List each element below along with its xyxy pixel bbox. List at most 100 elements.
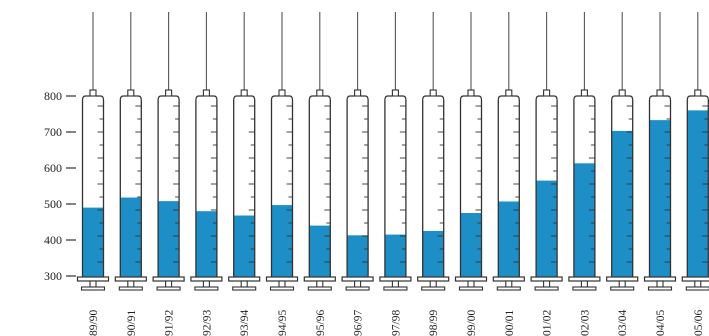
bar-value (498, 201, 520, 277)
syringe-flange (568, 276, 601, 282)
syringe-shoulder-left (611, 95, 620, 101)
syringe-plunger-rod (240, 280, 248, 288)
syringe-shoulder-right (360, 95, 369, 101)
syringe-thumb-rest (496, 286, 521, 291)
syringe-hub (127, 89, 135, 97)
x-tick-label: 97/98 (390, 310, 402, 336)
syringe-3 (190, 12, 223, 291)
syringe-shoulder-right (247, 95, 256, 101)
syringe-flange (152, 276, 185, 282)
syringe-thumb-rest (685, 286, 709, 291)
x-tick-label: 89/90 (88, 310, 100, 336)
y-tick-label-300: 300 (44, 269, 62, 283)
syringe-hub (580, 89, 588, 97)
syringe-5 (265, 12, 299, 291)
y-axis: 300 400 500 600 700 800 (44, 89, 76, 283)
syringe-shoulder-left (195, 95, 204, 101)
syringe-shoulder-left (384, 95, 393, 101)
syringe-thumb-rest (118, 286, 143, 291)
syringe-hub (543, 89, 551, 97)
syringe-shoulder-right (96, 95, 105, 101)
syringe-flange (643, 276, 677, 282)
syringe-shoulder-right (625, 95, 634, 101)
syringe-13 (568, 12, 601, 291)
syringe-shoulder-left (459, 95, 468, 101)
syringe-shoulder-left (497, 95, 506, 101)
syringe-4 (228, 12, 261, 291)
syringe-flange (265, 276, 299, 282)
x-tick-label: 03/04 (617, 310, 629, 336)
syringe-flange (492, 276, 525, 282)
syringe-barrel (119, 100, 142, 277)
syringe-shoulder-right (587, 95, 596, 101)
syringe-barrel (233, 100, 256, 277)
syringe-12 (530, 12, 563, 291)
syringe-thumb-rest (307, 286, 332, 291)
syringe-hub (316, 89, 324, 97)
y-tick-label-500: 500 (44, 197, 62, 211)
syringe-plunger-rod (467, 280, 475, 288)
syringe-plunger-rod (391, 280, 399, 288)
syringe-thumb-rest (383, 286, 408, 291)
syringe-thumb-rest (80, 286, 106, 291)
syringe-plunger-rod (429, 280, 437, 288)
syringe-barrel (573, 100, 596, 277)
syringe-barrel (686, 100, 709, 277)
bar-value (460, 213, 482, 277)
syringe-shoulder-right (474, 95, 483, 101)
syringe-plunger-rod (618, 280, 626, 288)
syringe-flange (114, 276, 147, 282)
x-tick-label: 91/92 (164, 310, 176, 336)
syringe-15 (643, 12, 677, 291)
syringe-1 (114, 12, 147, 291)
x-tick-label: 92/93 (201, 310, 213, 336)
syringe-barrel (270, 100, 294, 277)
syringe-shoulder-left (81, 95, 90, 101)
bar-value (82, 207, 104, 277)
syringe-flange (417, 276, 450, 282)
syringe-plunger-rod (278, 280, 286, 288)
x-tick-label: 93/94 (239, 310, 251, 336)
syringe-thumb-rest (194, 286, 219, 291)
syringe-hub (467, 89, 475, 97)
x-tick-label: 94/95 (277, 310, 289, 336)
x-axis-labels: 89/90 90/91 91/92 92/93 93/94 94/95 95/96 96/97… (88, 310, 705, 336)
syringe-thumb-rest (232, 286, 257, 291)
syringe-flange (303, 276, 336, 282)
syringe-plunger-rod (656, 280, 664, 288)
syringe-flange (341, 276, 374, 282)
syringe-shoulder-right (133, 95, 142, 101)
bar-value (120, 197, 142, 277)
syringe-0 (76, 12, 110, 291)
syringe-11 (492, 12, 525, 291)
bar-value (233, 215, 255, 277)
y-tick-label-800: 800 (44, 89, 62, 103)
syringe-flange (379, 276, 412, 282)
x-tick-label: 01/02 (542, 310, 554, 336)
syringe-shoulder-right (663, 95, 672, 101)
syringe-9 (417, 12, 450, 291)
bar-value (573, 163, 595, 277)
bar-value (422, 231, 444, 277)
syringe-thumb-rest (647, 286, 673, 291)
syringe-shoulder-left (686, 95, 695, 101)
syringe-shoulder-right (700, 95, 709, 101)
syringe-thumb-rest (534, 286, 559, 291)
syringe-shoulder-right (398, 95, 407, 101)
syringe-hub (391, 89, 399, 97)
syringe-flange (76, 276, 110, 282)
syringe-shoulder-right (549, 95, 558, 101)
syringe-plunger-rod (127, 280, 135, 288)
syringe-plunger-rod (505, 280, 513, 288)
bar-value (158, 201, 180, 277)
syringe-plunger-rod (202, 280, 210, 288)
syringe-shoulder-left (573, 95, 582, 101)
syringe-8 (379, 12, 412, 291)
syringe-shoulder-left (535, 95, 544, 101)
x-tick-label: 99/00 (466, 310, 478, 336)
x-tick-label: 95/96 (315, 310, 327, 336)
syringe-thumb-rest (610, 286, 635, 291)
syringe-plunger-rod (165, 280, 173, 288)
x-tick-label: 02/03 (579, 310, 591, 336)
syringe-hub (429, 89, 437, 97)
